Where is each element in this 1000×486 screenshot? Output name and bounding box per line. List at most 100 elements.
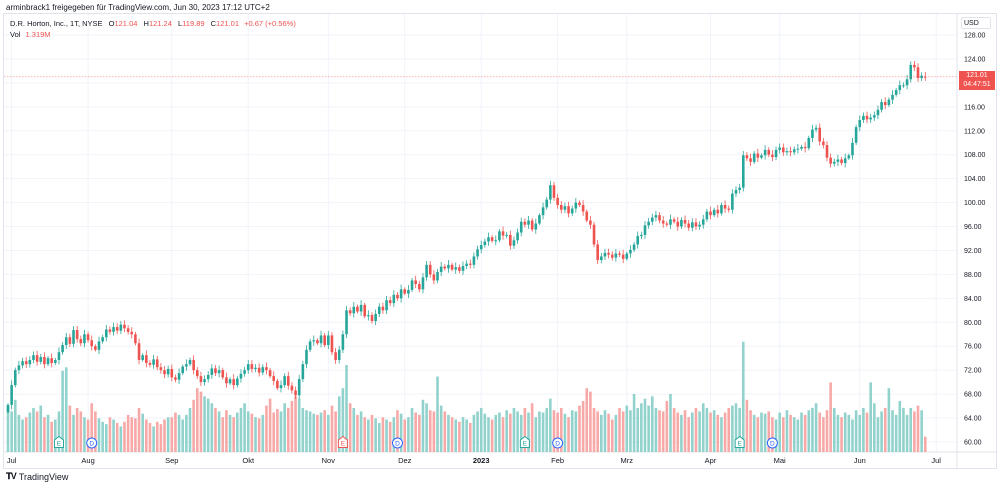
event-marker-label: D	[770, 441, 775, 448]
volume-bar	[741, 341, 745, 452]
volume-bar	[305, 410, 308, 452]
candle-body	[323, 335, 326, 346]
volume-bar	[279, 411, 283, 452]
price-tick-label: 76.00	[964, 344, 982, 351]
candle-body	[148, 362, 152, 365]
candle-body	[862, 115, 865, 120]
candle-body	[319, 335, 323, 344]
candle-body	[876, 109, 880, 116]
volume-bar	[607, 413, 610, 452]
volume-bar	[465, 419, 468, 452]
candle-body	[832, 161, 836, 164]
volume-bar	[450, 417, 454, 452]
volume-bar	[530, 403, 534, 452]
candle-body	[137, 343, 141, 360]
candle-body	[94, 346, 97, 350]
volume-bar	[203, 396, 206, 452]
volume-bar	[195, 388, 199, 452]
candle-body	[734, 190, 738, 194]
volume-label[interactable]: Vol	[10, 30, 21, 39]
candle-body	[407, 289, 410, 294]
volume-bar	[35, 411, 39, 452]
candle-body	[221, 370, 225, 378]
candle-body	[192, 359, 195, 371]
candle-body	[443, 266, 447, 269]
candle-body	[54, 359, 57, 363]
candle-body	[727, 208, 731, 210]
currency-label[interactable]: USD	[961, 17, 991, 29]
candle-body	[290, 385, 294, 391]
candle-body	[32, 355, 35, 360]
candle-body	[403, 289, 407, 294]
candle-body	[10, 385, 13, 405]
volume-bar	[126, 414, 130, 452]
candle-body	[228, 379, 232, 384]
candle-body	[836, 159, 840, 162]
volume-bar	[512, 407, 516, 452]
candle-body	[741, 155, 745, 188]
candle-body	[865, 115, 869, 120]
candle-body	[246, 364, 250, 371]
candle-body	[534, 223, 538, 230]
candle-body	[610, 254, 614, 258]
candle-body	[847, 155, 851, 159]
candle-body	[509, 234, 512, 246]
volume-bar	[396, 410, 399, 452]
volume-bar	[665, 400, 669, 452]
volume-bar	[458, 421, 461, 452]
volume-bar	[177, 414, 181, 452]
volume-bar	[832, 407, 836, 452]
volume-bar	[407, 417, 410, 452]
volume-bar	[192, 399, 195, 452]
candle-body	[236, 378, 239, 386]
volume-bar	[592, 407, 596, 452]
volume-bar	[494, 414, 498, 452]
volume-bar	[636, 407, 640, 452]
volume-bar	[352, 407, 356, 452]
candle-body	[811, 129, 814, 138]
candle-body	[851, 142, 854, 156]
candle-body	[345, 310, 348, 335]
volume-bar	[225, 410, 228, 452]
volume-bar	[421, 399, 425, 452]
candle-body	[268, 370, 272, 377]
volume-bar	[909, 407, 913, 452]
candle-body	[530, 220, 534, 230]
volume-bar	[152, 426, 155, 452]
candle-body	[501, 231, 505, 236]
candle-body	[439, 266, 443, 273]
candle-body	[658, 215, 661, 221]
candle-body	[399, 289, 403, 299]
candle-body	[79, 339, 83, 344]
change-value: +0.67 (+0.56%)	[244, 19, 296, 28]
volume-bar	[403, 419, 407, 452]
volume-bar	[123, 421, 126, 452]
volume-bar	[807, 410, 811, 452]
candle-body	[46, 358, 50, 365]
candle-body	[923, 76, 927, 78]
candle-body	[428, 264, 432, 275]
volume-bar	[272, 412, 276, 452]
candle-body	[279, 385, 283, 389]
volume-bar	[221, 417, 225, 452]
volume-bar	[501, 417, 505, 452]
volume-bar	[880, 411, 883, 452]
candle-body	[672, 219, 676, 222]
volume-bar	[363, 417, 367, 452]
volume-bar	[585, 388, 589, 452]
candle-body	[159, 367, 163, 371]
volume-bar	[898, 400, 902, 452]
candle-body	[902, 85, 905, 87]
volume-bar	[527, 412, 530, 452]
volume-bar	[923, 436, 927, 452]
candle-body	[75, 330, 79, 340]
volume-bar	[145, 419, 148, 452]
footer-brand[interactable]: 𝐓V TradingView	[6, 471, 68, 482]
symbol-name[interactable]: D.R. Horton, Inc., 1T, NYSE	[10, 19, 103, 28]
volume-bar	[632, 394, 636, 452]
volume-bar	[818, 412, 822, 452]
candle-body	[185, 364, 188, 367]
volume-bar	[130, 417, 134, 452]
volume-bar	[447, 414, 450, 452]
